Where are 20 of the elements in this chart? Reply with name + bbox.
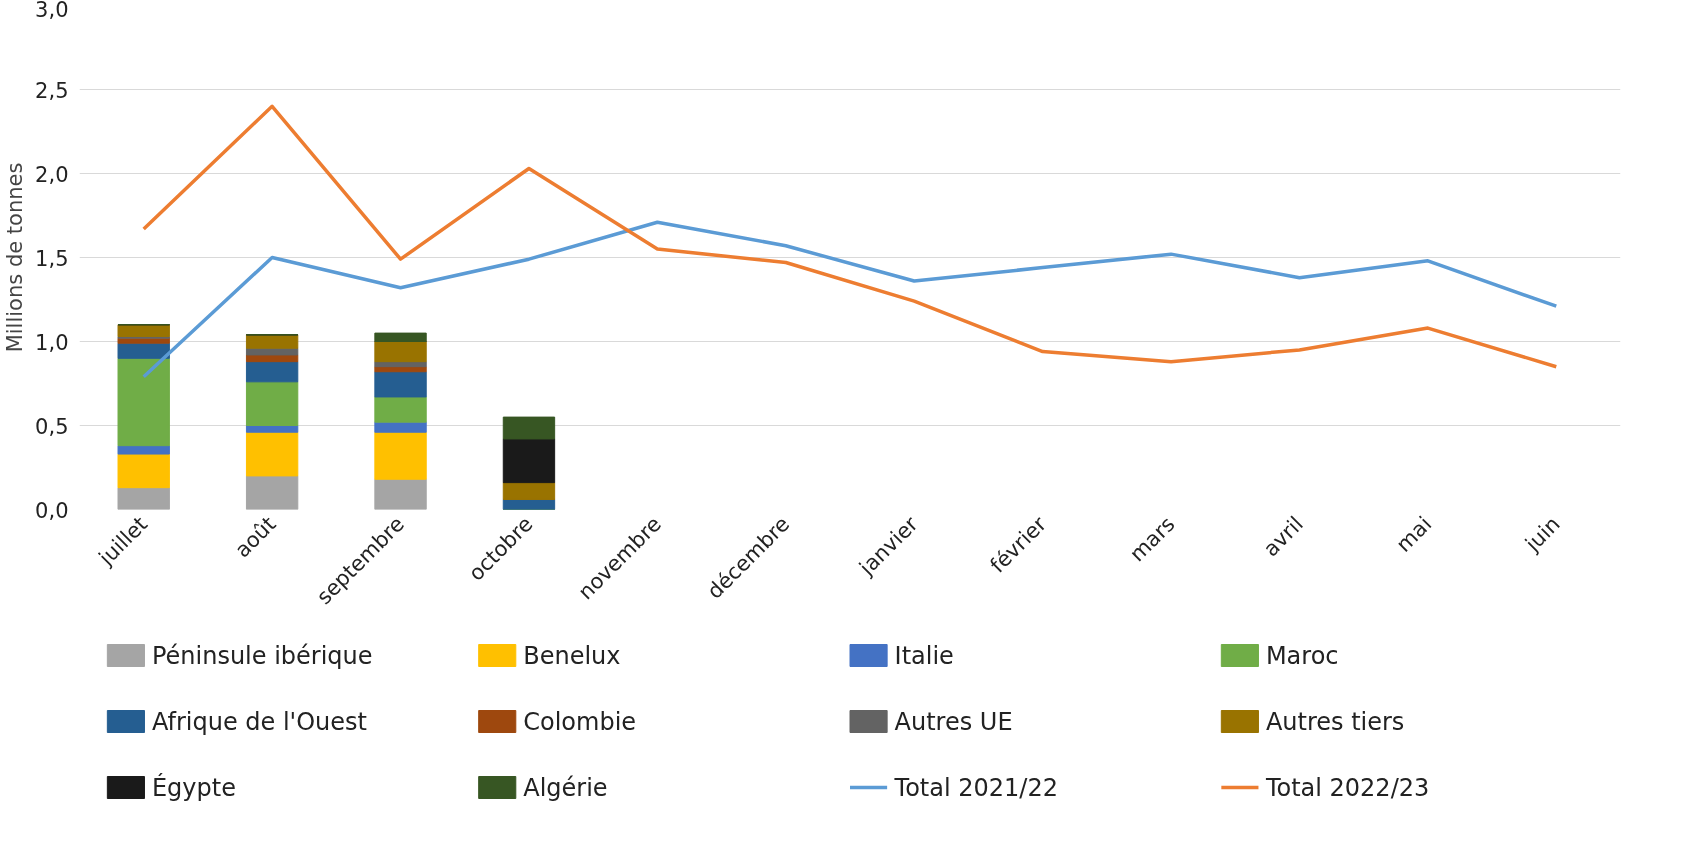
- legend-label: Afrique de l'Ouest: [151, 707, 367, 736]
- legend-label: Péninsule ibérique: [151, 641, 373, 670]
- legend-label: Italie: [894, 641, 954, 670]
- legend-label: Total 2022/23: [1264, 773, 1430, 802]
- y-tick-label: 1,5: [35, 246, 69, 271]
- legend-label: Algérie: [523, 773, 608, 802]
- y-tick-label: 2,0: [35, 162, 69, 187]
- y-tick-label: 0,0: [35, 498, 69, 523]
- y-tick-label: 3,0: [35, 0, 69, 22]
- y-tick-label: 2,5: [35, 78, 69, 103]
- y-tick-label: 0,5: [35, 414, 69, 439]
- legend-label: Colombie: [523, 707, 637, 736]
- legend-label: Autres UE: [894, 707, 1013, 736]
- y-tick-label: 1,0: [35, 330, 69, 355]
- legend-label: Maroc: [1265, 641, 1339, 670]
- y-axis-title: Millions de tonnes: [3, 162, 28, 353]
- legend-label: Autres tiers: [1265, 707, 1405, 736]
- legend-label: Benelux: [523, 641, 621, 670]
- legend-label: Égypte: [151, 772, 236, 802]
- legend-label: Total 2021/22: [893, 773, 1058, 802]
